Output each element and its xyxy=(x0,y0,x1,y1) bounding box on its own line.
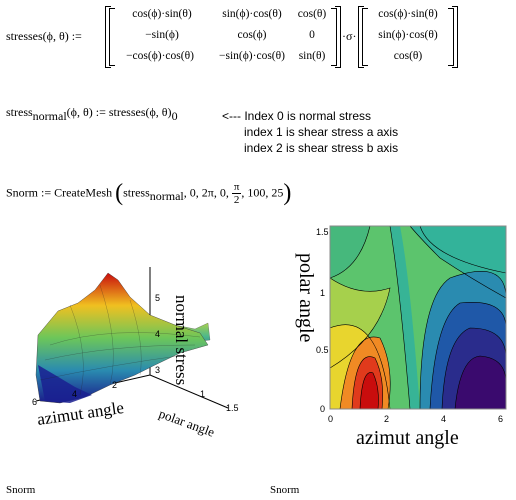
y-tick-label: 1 xyxy=(200,389,205,399)
stress-normal-subscript: normal xyxy=(32,109,67,123)
matrix-cell: −sin(ϕ) xyxy=(145,29,179,41)
comment-line: index 2 is shear stress b axis xyxy=(244,141,399,155)
y-tick-label: 0.5 xyxy=(316,345,329,355)
comment-line: index 1 is shear stress a axis xyxy=(244,125,399,139)
matrix-cell: cos(ϕ)·sin(θ) xyxy=(132,8,192,20)
x-tick-label: 6 xyxy=(498,414,503,424)
x-tick-label: 0 xyxy=(328,414,333,424)
contour-lines xyxy=(329,225,507,410)
matrix-inner-left-bracket xyxy=(109,8,115,66)
contour-fill xyxy=(330,226,506,409)
contour-plot[interactable]: 1.5 1 0.5 0 0 2 4 6 azimut angle polar a… xyxy=(270,218,516,450)
createmesh-arg: stress xyxy=(123,185,150,200)
vector-left-bracket xyxy=(358,6,364,68)
matrix-cell: cos(θ) xyxy=(297,8,327,20)
x-tick-label: 4 xyxy=(441,414,446,424)
z-tick-label: 4 xyxy=(155,329,160,339)
vector-cell: cos(ϕ)·sin(θ) xyxy=(378,8,438,20)
y-tick-label: 1.5 xyxy=(316,227,329,237)
stress-index-subscript: 0 xyxy=(171,109,178,123)
matrix-left-bracket xyxy=(105,6,111,68)
contour-frame xyxy=(329,225,507,410)
contour-y-axis-label: polar angle xyxy=(295,253,317,343)
matrix-cell: cos(ϕ) xyxy=(237,29,267,41)
matrix-right-bracket xyxy=(335,6,341,68)
vector-right-bracket xyxy=(452,6,458,68)
stress-normal-definition[interactable]: stressnormal(ϕ, θ) := stresses(ϕ, θ)0 xyxy=(6,105,178,123)
matrix-inner-right-bracket xyxy=(331,8,337,66)
createmesh-args-a: , 0, 2π, 0, xyxy=(183,185,232,200)
close-paren: ) xyxy=(283,180,292,206)
surface-plot[interactable]: 5 4 3 normal stress 6 4 2 1 1.5 azimut a… xyxy=(0,225,270,475)
createmesh-lhs: Snorm := CreateMesh xyxy=(6,185,113,200)
matrix-cell: −sin(ϕ)·cos(θ) xyxy=(219,50,285,62)
x-tick-label: 6 xyxy=(32,397,37,407)
y-tick-label: 1.5 xyxy=(226,403,239,413)
surface-y-axis-label: polar angle xyxy=(157,406,217,440)
stresses-definition-lhs[interactable]: stresses(ϕ, θ) := xyxy=(6,29,82,43)
x-tick-label: 2 xyxy=(384,414,389,424)
z-tick-label: 3 xyxy=(155,365,160,375)
z-tick-label: 5 xyxy=(155,293,160,303)
frac-numerator: π xyxy=(231,181,242,194)
y-tick-label: 1 xyxy=(320,288,325,298)
matrix-cell: 0 xyxy=(309,29,315,41)
contour-x-axis-label: azimut angle xyxy=(356,427,459,449)
x-tick-label: 4 xyxy=(72,389,77,399)
x-tick-label: 2 xyxy=(112,380,117,390)
vector-inner-right-bracket xyxy=(448,8,454,66)
stress-normal-name: stress xyxy=(6,105,33,119)
comment-line: <--- Index 0 is normal stress xyxy=(222,109,372,123)
y-tick-label: 0 xyxy=(320,404,325,414)
sigma-operator: ·σ· xyxy=(342,29,357,43)
vector-cell: sin(ϕ)·cos(θ) xyxy=(378,29,438,41)
matrix-cell: −cos(ϕ)·cos(θ) xyxy=(126,50,194,62)
surface-gridlines xyxy=(39,284,201,396)
createmesh-arg-subscript: normal xyxy=(149,189,184,204)
vector-cell: cos(θ) xyxy=(393,50,423,62)
surface-x-axis-label: azimut angle xyxy=(36,398,125,429)
createmesh-definition[interactable]: Snorm := CreateMesh (stressnormal, 0, 2π… xyxy=(6,180,291,207)
surface-z-axis-label: normal stress xyxy=(172,295,191,385)
matrix-cell: sin(ϕ)·cos(θ) xyxy=(222,8,282,20)
contour-plot-caption: Snorm xyxy=(270,484,300,496)
surface-valley xyxy=(38,365,92,403)
vector-inner-left-bracket xyxy=(362,8,368,66)
frac-denominator: 2 xyxy=(233,194,240,206)
open-paren: ( xyxy=(115,180,124,206)
createmesh-args-b: , 100, 25 xyxy=(241,185,284,200)
stress-normal-args: (ϕ, θ) := stresses(ϕ, θ) xyxy=(66,105,172,119)
matrix-cell: sin(θ) xyxy=(298,50,326,62)
surface-plot-caption: Snorm xyxy=(6,484,36,496)
